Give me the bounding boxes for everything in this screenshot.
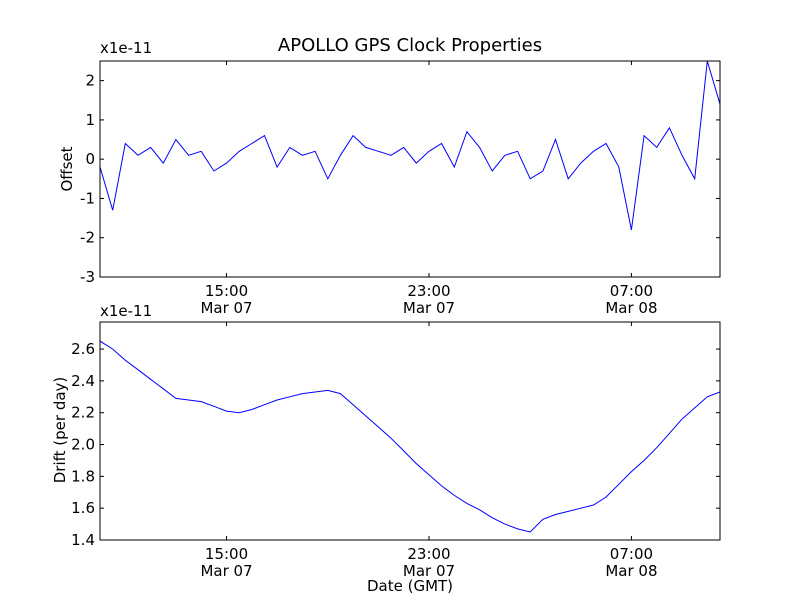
drift-y-tick-label: 2.4 [71, 372, 95, 390]
drift-x-tick-date-label: Mar 07 [403, 562, 455, 580]
drift-x-tick-time-label: 07:00 [610, 545, 653, 563]
offset-y-tick-label: -2 [80, 229, 95, 247]
offset-y-tick-label: -3 [80, 268, 95, 286]
drift-x-tick-date-label: Mar 07 [200, 562, 252, 580]
drift-panel: x1e-11 Drift (per day) Date (GMT) 1.4 1.6… [51, 302, 721, 595]
drift-y-tick-label: 1.8 [71, 467, 95, 485]
drift-y-tick-label: 1.6 [71, 499, 95, 517]
drift-x-tick-date-label: Mar 08 [605, 562, 657, 580]
drift-scale-label: x1e-11 [100, 302, 152, 320]
drift-x-tick-time-label: 15:00 [205, 545, 248, 563]
offset-y-tick-label: 0 [85, 150, 95, 168]
offset-x-tick-time-label: 07:00 [610, 282, 653, 300]
offset-x-tick-time-label: 15:00 [205, 282, 248, 300]
drift-y-tick-label: 2.0 [71, 436, 95, 454]
offset-x-tick-date-label: Mar 07 [200, 299, 252, 317]
offset-y-tick-label: 2 [85, 72, 95, 90]
offset-x-tick-date-label: Mar 07 [403, 299, 455, 317]
chart-title: APOLLO GPS Clock Properties [278, 35, 542, 56]
drift-x-tick-time-label: 23:00 [407, 545, 450, 563]
offset-y-tick-label: -1 [80, 189, 95, 207]
drift-series-line [100, 340, 720, 533]
drift-axes-frame [99, 321, 721, 541]
offset-y-axis-label: Offset [58, 146, 76, 191]
drift-y-axis-label: Drift (per day) [51, 377, 69, 484]
offset-y-tick-label: 1 [85, 111, 95, 129]
offset-scale-label: x1e-11 [100, 39, 152, 57]
x-axis-label: Date (GMT) [367, 577, 453, 595]
offset-x-tick-time-label: 23:00 [407, 282, 450, 300]
drift-y-tick-label: 1.4 [71, 531, 95, 549]
drift-y-tick-label: 2.6 [71, 340, 95, 358]
offset-series-line [100, 61, 720, 230]
drift-y-tick-label: 2.2 [71, 404, 95, 422]
offset-x-tick-date-label: Mar 08 [605, 299, 657, 317]
offset-axes-frame [99, 60, 721, 278]
